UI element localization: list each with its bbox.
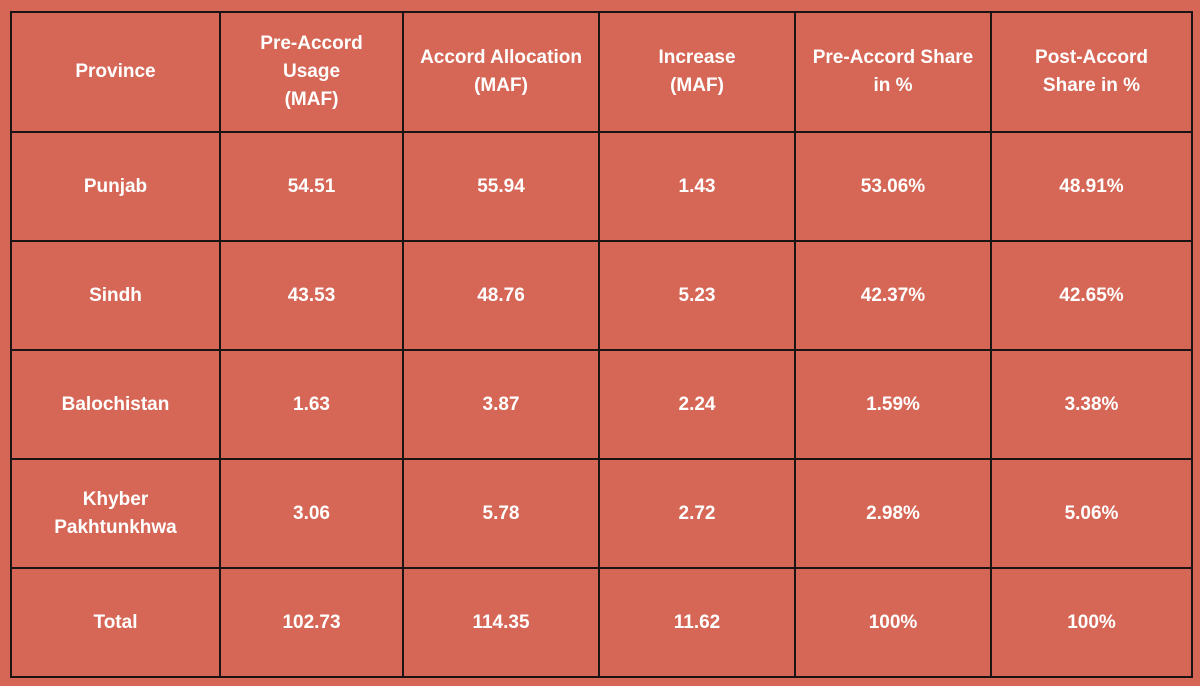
cell-increase: 1.43 [598, 131, 796, 242]
cell-accord-allocation: 3.87 [402, 349, 600, 460]
cell-pre-accord-usage: 1.63 [219, 349, 404, 460]
column-header-province: Province [10, 11, 221, 133]
water-accord-table: Province Pre-Accord Usage (MAF) Accord A… [10, 11, 1193, 678]
cell-province: Sindh [10, 240, 221, 351]
cell-accord-allocation: 5.78 [402, 458, 600, 569]
column-header-accord-allocation: Accord Allocation (MAF) [402, 11, 600, 133]
cell-pre-accord-share: 42.37% [794, 240, 992, 351]
cell-accord-allocation: 55.94 [402, 131, 600, 242]
cell-accord-allocation: 114.35 [402, 567, 600, 678]
cell-post-accord-share: 100% [990, 567, 1193, 678]
cell-increase: 5.23 [598, 240, 796, 351]
table-row-punjab: Punjab 54.51 55.94 1.43 53.06% 48.91% [10, 131, 1193, 242]
table-row-khyber-pakhtunkhwa: Khyber Pakhtunkhwa 3.06 5.78 2.72 2.98% … [10, 458, 1193, 569]
cell-province: Total [10, 567, 221, 678]
cell-accord-allocation: 48.76 [402, 240, 600, 351]
table-row-balochistan: Balochistan 1.63 3.87 2.24 1.59% 3.38% [10, 349, 1193, 460]
cell-post-accord-share: 48.91% [990, 131, 1193, 242]
cell-pre-accord-share: 53.06% [794, 131, 992, 242]
cell-post-accord-share: 3.38% [990, 349, 1193, 460]
table-row-sindh: Sindh 43.53 48.76 5.23 42.37% 42.65% [10, 240, 1193, 351]
column-header-pre-accord-usage: Pre-Accord Usage (MAF) [219, 11, 404, 133]
cell-increase: 2.24 [598, 349, 796, 460]
cell-increase: 11.62 [598, 567, 796, 678]
cell-pre-accord-share: 2.98% [794, 458, 992, 569]
water-accord-table-container: Province Pre-Accord Usage (MAF) Accord A… [10, 11, 1193, 678]
column-header-pre-accord-share: Pre-Accord Share in % [794, 11, 992, 133]
cell-province: Khyber Pakhtunkhwa [10, 458, 221, 569]
cell-pre-accord-share: 100% [794, 567, 992, 678]
table-header-row: Province Pre-Accord Usage (MAF) Accord A… [10, 11, 1193, 133]
table-row-total: Total 102.73 114.35 11.62 100% 100% [10, 567, 1193, 678]
column-header-increase: Increase (MAF) [598, 11, 796, 133]
cell-pre-accord-usage: 102.73 [219, 567, 404, 678]
cell-post-accord-share: 5.06% [990, 458, 1193, 569]
cell-pre-accord-usage: 43.53 [219, 240, 404, 351]
cell-pre-accord-usage: 54.51 [219, 131, 404, 242]
cell-province: Punjab [10, 131, 221, 242]
cell-province: Balochistan [10, 349, 221, 460]
cell-increase: 2.72 [598, 458, 796, 569]
cell-pre-accord-usage: 3.06 [219, 458, 404, 569]
column-header-post-accord-share: Post-Accord Share in % [990, 11, 1193, 133]
cell-post-accord-share: 42.65% [990, 240, 1193, 351]
cell-pre-accord-share: 1.59% [794, 349, 992, 460]
